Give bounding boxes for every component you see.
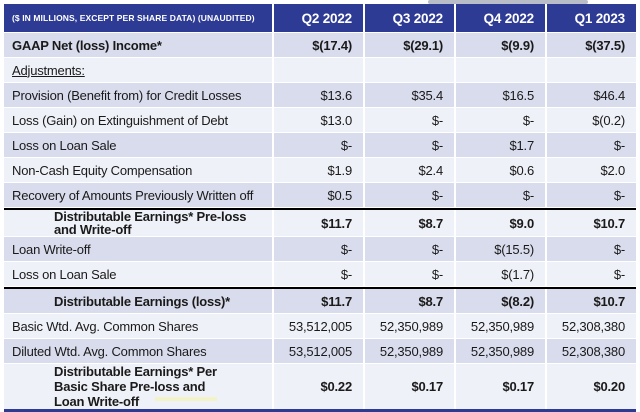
row-value: $0.6 — [456, 158, 545, 182]
table-row: Distributable Earnings* Per Basic Share … — [4, 364, 636, 409]
highlight-artifact — [155, 397, 217, 401]
table-row: Non-Cash Equity Compensation $1.9 $2.4 $… — [4, 158, 636, 182]
row-value: $- — [274, 133, 363, 157]
row-label: Diluted Wtd. Avg. Common Shares — [4, 339, 272, 363]
table-row: Basic Wtd. Avg. Common Shares 53,512,005… — [4, 314, 636, 338]
row-value: $- — [456, 183, 545, 207]
row-value: $0.17 — [365, 364, 454, 409]
table-row: Recovery of Amounts Previously Written o… — [4, 183, 636, 207]
row-value: 53,512,005 — [274, 339, 363, 363]
row-value: $(37.5) — [547, 33, 636, 57]
row-value: 52,350,989 — [456, 339, 545, 363]
financial-table-page: ($ IN MILLIONS, EXCEPT PER SHARE DATA) (… — [4, 0, 636, 412]
row-value: $2.4 — [365, 158, 454, 182]
row-value: $- — [365, 262, 454, 286]
row-value: $(29.1) — [365, 33, 454, 57]
row-value: $13.6 — [274, 83, 363, 107]
distributable-earnings-table: ($ IN MILLIONS, EXCEPT PER SHARE DATA) (… — [4, 4, 636, 412]
row-value: $9.0 — [456, 210, 545, 236]
row-value — [365, 58, 454, 82]
row-label: GAAP Net (loss) Income* — [4, 33, 272, 57]
table-row: Adjustments: — [4, 58, 636, 82]
row-value: $- — [456, 108, 545, 132]
row-label: Loss on Loan Sale — [4, 133, 272, 157]
row-value: $8.7 — [365, 289, 454, 313]
table-row: Distributable Earnings* Pre-loss and Wri… — [4, 208, 636, 236]
row-label: Basic Wtd. Avg. Common Shares — [4, 314, 272, 338]
row-value: $0.22 — [274, 364, 363, 409]
row-value: $0.5 — [274, 183, 363, 207]
row-label: Adjustments: — [4, 58, 272, 82]
row-value: $0.17 — [456, 364, 545, 409]
table-body: GAAP Net (loss) Income* $(17.4) $(29.1) … — [4, 33, 636, 409]
row-value: $(1.7) — [456, 262, 545, 286]
table-row: Loss on Loan Sale $- $- $1.7 $- — [4, 133, 636, 157]
row-value: $(0.2) — [547, 108, 636, 132]
row-value: $- — [365, 183, 454, 207]
row-value: $1.9 — [274, 158, 363, 182]
row-label: Distributable Earnings (loss)* — [4, 289, 272, 313]
row-value: $1.7 — [456, 133, 545, 157]
row-value: $- — [365, 133, 454, 157]
row-value: $11.7 — [274, 289, 363, 313]
row-value: $16.5 — [456, 83, 545, 107]
row-value: 53,512,005 — [274, 314, 363, 338]
row-value: $(8.2) — [456, 289, 545, 313]
row-value: $- — [365, 237, 454, 261]
row-label: Non-Cash Equity Compensation — [4, 158, 272, 182]
row-value: $2.0 — [547, 158, 636, 182]
row-label: Distributable Earnings* Per Basic Share … — [4, 364, 272, 409]
row-value: 52,350,989 — [456, 314, 545, 338]
row-value: 52,350,989 — [365, 314, 454, 338]
column-header-q1-2023: Q1 2023 — [547, 4, 636, 32]
row-value: $- — [547, 133, 636, 157]
row-value: $11.7 — [274, 210, 363, 236]
table-header-row: ($ IN MILLIONS, EXCEPT PER SHARE DATA) (… — [4, 4, 636, 32]
row-value: 52,308,380 — [547, 314, 636, 338]
column-header-q2-2022: Q2 2022 — [274, 4, 363, 32]
table-header-caption: ($ IN MILLIONS, EXCEPT PER SHARE DATA) (… — [4, 4, 272, 32]
row-value: $(9.9) — [456, 33, 545, 57]
horizontal-scrollbar-thumb[interactable] — [428, 0, 588, 4]
row-label: Recovery of Amounts Previously Written o… — [4, 183, 272, 207]
row-value: $46.4 — [547, 83, 636, 107]
table-row: Loss on Loan Sale $- $- $(1.7) $- — [4, 262, 636, 286]
row-value: $13.0 — [274, 108, 363, 132]
row-label: Provision (Benefit from) for Credit Loss… — [4, 83, 272, 107]
row-value — [274, 58, 363, 82]
row-value: 52,308,380 — [547, 339, 636, 363]
table-row: Diluted Wtd. Avg. Common Shares 53,512,0… — [4, 339, 636, 363]
row-value: $(15.5) — [456, 237, 545, 261]
table-row: Provision (Benefit from) for Credit Loss… — [4, 83, 636, 107]
row-value — [547, 58, 636, 82]
row-value: $10.7 — [547, 210, 636, 236]
column-header-q3-2022: Q3 2022 — [365, 4, 454, 32]
row-label: Loss on Loan Sale — [4, 262, 272, 286]
table-row: GAAP Net (loss) Income* $(17.4) $(29.1) … — [4, 33, 636, 57]
row-value: $- — [547, 183, 636, 207]
row-value: $35.4 — [365, 83, 454, 107]
table-row: Distributable Earnings (loss)* $11.7 $8.… — [4, 287, 636, 313]
row-value: $- — [365, 108, 454, 132]
row-value — [456, 58, 545, 82]
row-value: $- — [274, 237, 363, 261]
row-value: $- — [274, 262, 363, 286]
row-value: $- — [547, 237, 636, 261]
row-value: $- — [547, 262, 636, 286]
row-value: 52,350,989 — [365, 339, 454, 363]
row-value: $8.7 — [365, 210, 454, 236]
row-value: $10.7 — [547, 289, 636, 313]
row-label: Loan Write-off — [4, 237, 272, 261]
column-header-q4-2022: Q4 2022 — [456, 4, 545, 32]
row-label: Distributable Earnings* Pre-loss and Wri… — [4, 210, 272, 236]
row-value: $0.20 — [547, 364, 636, 409]
table-row: Loss (Gain) on Extinguishment of Debt $1… — [4, 108, 636, 132]
row-label: Loss (Gain) on Extinguishment of Debt — [4, 108, 272, 132]
table-row: Loan Write-off $- $- $(15.5) $- — [4, 237, 636, 261]
row-value: $(17.4) — [274, 33, 363, 57]
